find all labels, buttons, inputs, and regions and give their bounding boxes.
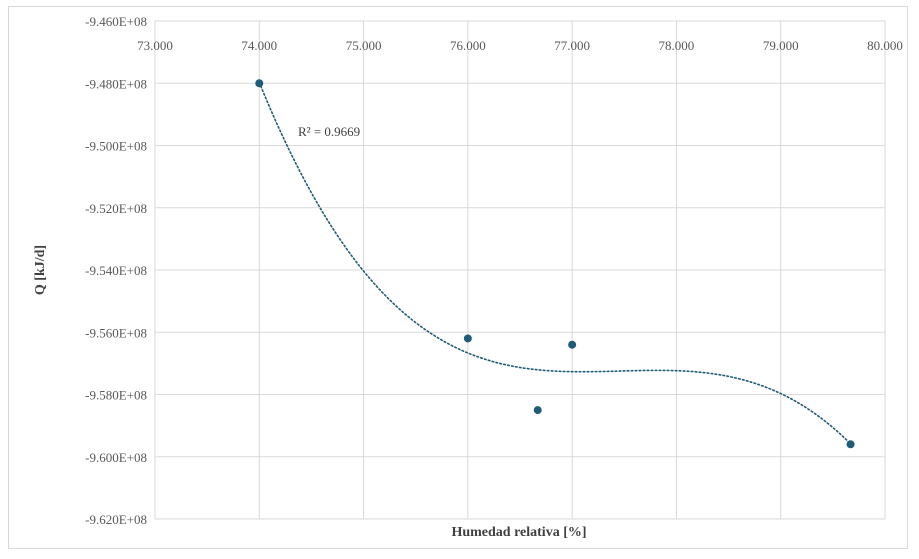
x-tick-label: 80.000 (867, 38, 903, 53)
data-point (463, 334, 472, 343)
y-tick-label: -9.620E+08 (85, 512, 147, 527)
y-tick-label: -9.480E+08 (85, 76, 147, 91)
x-tick-label: 78.000 (659, 38, 695, 53)
y-tick-label: -9.520E+08 (85, 201, 147, 216)
y-tick-label: -9.600E+08 (85, 450, 147, 465)
y-tick-label: -9.500E+08 (85, 139, 147, 154)
trendline-layer (258, 81, 852, 445)
y-tick-label: -9.540E+08 (85, 263, 147, 278)
r-squared-label: R² = 0.9669 (298, 124, 360, 139)
data-point (255, 79, 264, 88)
gridlines (154, 20, 886, 520)
trendline-path (258, 81, 852, 445)
data-points (255, 79, 855, 449)
chart-border (8, 6, 908, 549)
x-tick-label: 77.000 (554, 38, 590, 53)
x-tick-label: 79.000 (763, 38, 799, 53)
y-tick-label: -9.580E+08 (85, 388, 147, 403)
data-point (846, 440, 855, 449)
y-tick-label: -9.560E+08 (85, 325, 147, 340)
data-point (568, 340, 577, 349)
y-tick-label: -9.460E+08 (85, 14, 147, 29)
x-tick-label: 74.000 (241, 38, 277, 53)
y-tick-labels: -9.460E+08 -9.480E+08 -9.500E+08 -9.520E+08… (85, 14, 147, 527)
x-tick-label: 73.000 (137, 38, 173, 53)
y-axis-title: Q [kJ/d] (33, 245, 48, 295)
x-tick-label: 75.000 (346, 38, 382, 53)
data-point (533, 406, 542, 415)
x-axis-title: Humedad relativa [%] (451, 525, 586, 540)
x-tick-labels: 73.000 74.000 75.000 76.000 77.000 78.000 79.0… (137, 38, 903, 53)
x-tick-label: 76.000 (450, 38, 486, 53)
